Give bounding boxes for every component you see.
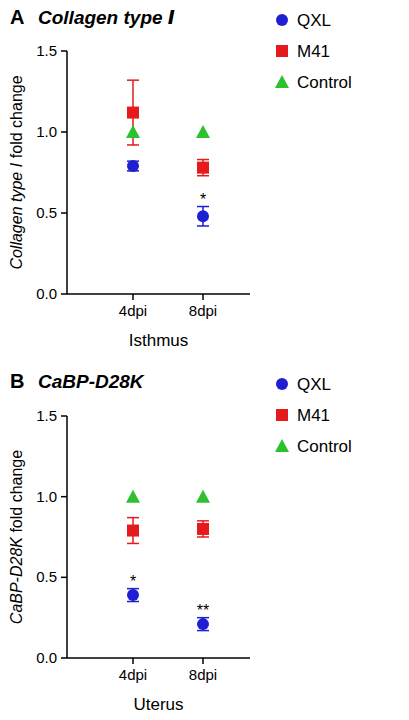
point [127, 589, 139, 601]
y-axis [66, 51, 68, 294]
point [197, 523, 209, 535]
error-bar [197, 160, 209, 176]
title: CaBP-D28K [38, 371, 145, 392]
error-cap [197, 159, 209, 161]
error-cap [127, 144, 139, 146]
point [127, 160, 139, 172]
significance: * [130, 573, 136, 590]
y-tick-label: 1.5 [36, 407, 57, 424]
y-tick-label: 1.5 [36, 42, 57, 59]
x-tick [132, 658, 134, 664]
data-area [126, 490, 210, 631]
panel: B CaBP-D28K 0.0 0.5 1.0 1.5 4dpi 8dpi Uterus CaBP… [8, 370, 352, 714]
y-tick [61, 496, 67, 498]
legend-marker [276, 45, 288, 57]
y-axis [66, 416, 68, 658]
y-tick [61, 415, 67, 417]
y-axis-label: Collagen type Ⅰ fold change [8, 75, 25, 269]
legend-label: QXL [297, 375, 331, 394]
point [196, 490, 210, 503]
error-cap [197, 536, 209, 538]
legend-label: QXL [297, 11, 331, 30]
error-bar [127, 80, 139, 145]
point [197, 210, 209, 222]
error-cap [197, 520, 209, 522]
y-tick [61, 577, 67, 579]
point [197, 618, 209, 630]
y-axis-label: CaBP-D28K fold change [8, 450, 25, 624]
figure: ACollagen type Ⅰ0.00.51.01.54dpi8dpiIsth… [0, 0, 409, 720]
legend-label: M41 [297, 406, 330, 425]
error-cap [127, 543, 139, 545]
error-bar [197, 618, 209, 631]
x-axis-label: Isthmus [129, 331, 189, 350]
data-area [126, 80, 210, 226]
legend-marker [275, 439, 289, 452]
significance: ** [197, 602, 209, 619]
title: Collagen type Ⅰ [38, 7, 175, 28]
point [126, 490, 140, 503]
legend: QXL M41 Control [275, 375, 352, 456]
point [126, 125, 140, 138]
legend-marker [276, 14, 288, 26]
y-tick [61, 212, 67, 214]
error-cap [197, 225, 209, 227]
panel-letter: A [10, 6, 24, 28]
x-axis [67, 293, 250, 295]
legend-marker [276, 378, 288, 390]
x-tick-label: 8dpi [189, 302, 217, 319]
error-cap [127, 79, 139, 81]
legend-marker [276, 409, 288, 421]
error-bar [197, 207, 209, 226]
x-tick [202, 294, 204, 300]
x-tick-label: 4dpi [119, 302, 147, 319]
error-bar [197, 521, 209, 537]
x-tick [202, 658, 204, 664]
y-tick-label: 1.0 [36, 123, 57, 140]
panel-letter: B [10, 370, 24, 392]
x-axis [67, 657, 250, 659]
error-bar [127, 518, 139, 544]
y-tick-label: 0.5 [36, 204, 57, 221]
error-cap [127, 517, 139, 519]
y-tick-label: 1.0 [36, 488, 57, 505]
y-tick [61, 657, 67, 659]
legend-label: M41 [297, 42, 330, 61]
y-tick-label: 0.0 [36, 649, 57, 666]
x-tick-label: 8dpi [189, 666, 217, 683]
x-axis-label: Uterus [133, 695, 183, 714]
legend-label: Control [297, 437, 352, 456]
y-tick-label: 0.0 [36, 285, 57, 302]
legend-marker [275, 75, 289, 88]
panel: A Collagen type Ⅰ 0.0 0.5 1.0 1.5 4dpi 8dpiIsth… [8, 6, 352, 350]
legend: QXL M41 Control [275, 11, 352, 92]
y-tick [61, 50, 67, 52]
significance: * [200, 191, 206, 208]
y-tick [61, 131, 67, 133]
y-tick-label: 0.5 [36, 568, 57, 585]
error-bar [127, 589, 139, 602]
error-cap [197, 175, 209, 177]
legend-label: Control [297, 73, 352, 92]
point [127, 525, 139, 537]
point [127, 107, 139, 119]
y-tick [61, 293, 67, 295]
point [197, 162, 209, 174]
x-tick-label: 4dpi [119, 666, 147, 683]
point [196, 125, 210, 138]
x-tick [132, 294, 134, 300]
